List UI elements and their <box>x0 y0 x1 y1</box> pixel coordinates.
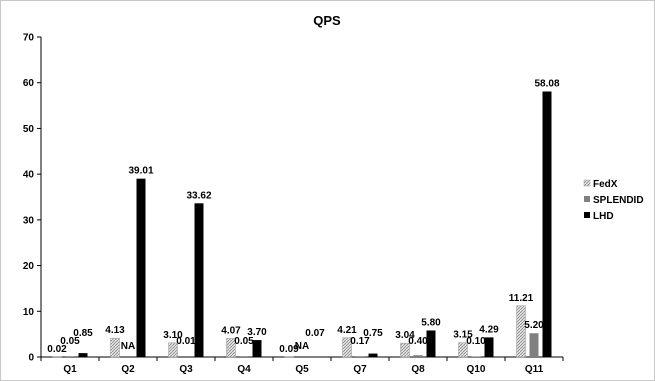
data-label: 0.01 <box>176 336 196 347</box>
y-tick-label: 70 <box>23 33 35 44</box>
data-label: 0.40 <box>408 336 428 347</box>
bar-splendid-q8 <box>413 355 423 357</box>
data-label: NA <box>295 341 309 352</box>
data-label: 0.05 <box>60 336 80 347</box>
x-tick-label: Q11 <box>525 364 544 375</box>
data-label: 4.21 <box>337 325 357 336</box>
data-label: 11.21 <box>509 293 534 304</box>
data-label: 4.29 <box>479 324 499 335</box>
x-tick-label: Q7 <box>353 364 367 375</box>
data-label: 58.08 <box>534 78 559 89</box>
y-tick-label: 60 <box>23 78 35 89</box>
bar-lhd-q8 <box>426 330 436 357</box>
x-tick-label: Q2 <box>121 364 135 375</box>
y-tick-label: 50 <box>23 124 35 135</box>
bar-lhd-q1 <box>78 353 88 357</box>
bar-fedx-q7 <box>342 337 352 358</box>
data-label: 0.02 <box>47 344 67 355</box>
bar-fedx-q2 <box>110 337 120 358</box>
data-label: 0.17 <box>350 336 370 347</box>
y-tick-label: 0 <box>28 353 34 364</box>
data-label: 0.07 <box>305 328 325 339</box>
bar-fedx-q4 <box>226 338 236 358</box>
legend-label-lhd: LHD <box>593 211 614 222</box>
legend: FedX SPLENDID LHD <box>583 179 644 222</box>
data-label: 33.62 <box>186 190 211 201</box>
bar-lhd-q10 <box>484 337 494 357</box>
data-label: 0.85 <box>73 328 93 339</box>
data-label: 3.70 <box>247 327 267 338</box>
data-label: 3.15 <box>453 330 473 341</box>
x-tick-label: Q4 <box>237 364 251 375</box>
bar-lhd-q3 <box>194 203 204 357</box>
data-label: 3.04 <box>395 330 415 341</box>
bar-fedx-q3 <box>168 342 178 358</box>
axes: 0 10 20 30 40 50 60 70 Q1 Q2 Q3 Q4 Q5 Q7 Q8 Q10 Q11 <box>23 33 564 375</box>
bar-lhd-q4 <box>252 340 262 357</box>
legend-label-splendid: SPLENDID <box>593 195 644 206</box>
y-tick-label: 20 <box>23 261 35 272</box>
legend-label-fedx: FedX <box>593 179 618 190</box>
x-tick-label: Q10 <box>467 364 486 375</box>
x-tick-label: Q5 <box>295 364 309 375</box>
data-label: 4.07 <box>221 325 241 336</box>
data-label: 5.20 <box>524 320 544 331</box>
legend-swatch-splendid <box>584 196 590 202</box>
data-label: 0.09 <box>279 344 299 355</box>
bar-splendid-q11 <box>529 333 539 357</box>
data-label: 39.01 <box>128 166 153 177</box>
y-tick-label: 40 <box>23 170 35 181</box>
data-label: 0.75 <box>363 328 383 339</box>
data-label: 0.05 <box>234 336 254 347</box>
legend-swatch-lhd <box>584 212 590 218</box>
bars <box>52 91 552 358</box>
y-tick-label: 10 <box>23 307 35 318</box>
data-labels: 0.020.050.85 4.13NA39.013.100.0133.624.07… <box>47 78 560 355</box>
bar-splendid-q7 <box>355 356 365 357</box>
data-label: 5.80 <box>421 317 441 328</box>
legend-swatch-fedx <box>583 179 591 187</box>
bar-lhd-q7 <box>368 353 378 357</box>
data-label: 4.13 <box>105 325 125 336</box>
y-tick-label: 30 <box>23 215 35 226</box>
x-tick-label: Q1 <box>63 364 77 375</box>
x-tick-label: Q3 <box>179 364 193 375</box>
data-label: NA <box>121 341 135 352</box>
chart-title: QPS <box>313 13 341 28</box>
x-tick-label: Q8 <box>411 364 425 375</box>
data-label: 3.10 <box>163 330 183 341</box>
bar-lhd-q11 <box>542 91 552 358</box>
data-label: 0.10 <box>466 336 486 347</box>
bar-fedx-q10 <box>458 342 468 358</box>
bar-fedx-q8 <box>400 342 410 358</box>
bar-fedx-q11 <box>516 305 526 358</box>
bar-lhd-q2 <box>136 178 146 357</box>
